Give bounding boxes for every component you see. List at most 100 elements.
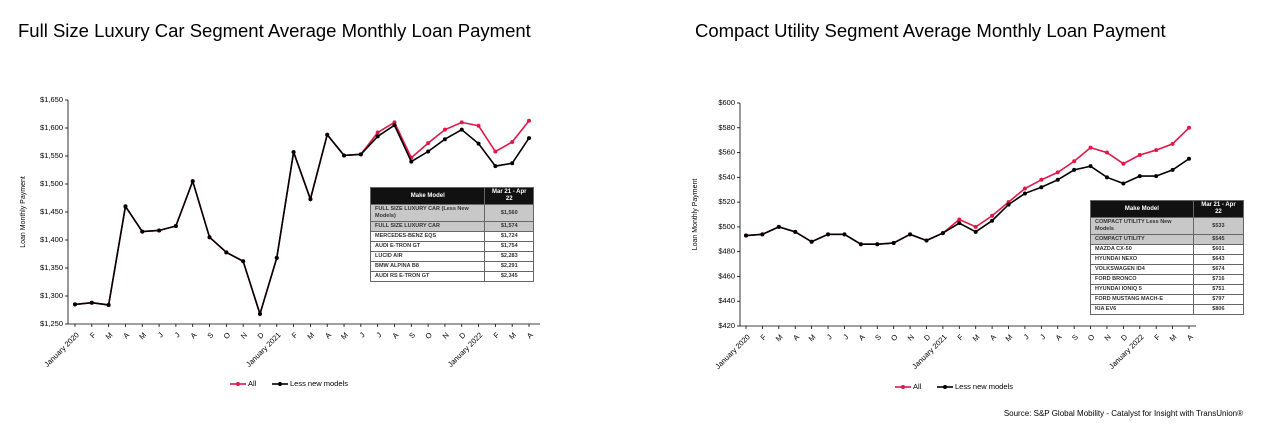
point [409, 159, 414, 164]
header-cell: Mar 21 - Apr 22 [1192, 200, 1245, 218]
point [1154, 148, 1159, 153]
y-tick-label: $420 [718, 321, 735, 330]
summary-table: Make Model Mar 21 - Apr 22 FULL SIZE LUXUR… [369, 187, 534, 282]
y-tick-label: $440 [718, 296, 735, 305]
x-tick-label: F [290, 330, 300, 340]
x-tick-label: J [358, 330, 367, 339]
table-cell: $716 [1192, 274, 1245, 285]
point [140, 229, 145, 234]
point [173, 224, 178, 228]
table-cell: $1,560 [484, 204, 534, 222]
point [476, 123, 481, 128]
table-cell: $674 [1192, 264, 1245, 275]
legend-label: Less new models [955, 382, 1013, 391]
point [224, 250, 229, 255]
x-tick-label: N [239, 330, 249, 340]
point [957, 217, 962, 222]
y-tick-label: $1,650 [40, 95, 63, 104]
y-tick-label: $540 [718, 172, 735, 181]
table-cell: $1,754 [484, 241, 534, 252]
point [973, 229, 978, 234]
legend-label: Less new models [290, 379, 348, 388]
point [1121, 161, 1126, 166]
point [924, 238, 929, 243]
x-tick-label: A [1054, 332, 1064, 342]
table-row: HYUNDAI IONIQ 5 $751 [1090, 284, 1245, 295]
x-tick-label: F [956, 332, 966, 342]
table-cell: BMW ALPINA B8 [369, 261, 486, 272]
legend-marker [278, 382, 282, 386]
table-row: MERCEDES-BENZ EQS $1,724 [369, 231, 534, 242]
point [89, 300, 94, 305]
table-cell: FORD MUSTANG MACH-E [1090, 294, 1194, 305]
y-tick-label: $1,450 [40, 207, 63, 216]
table-row: BMW ALPINA B8 $2,291 [369, 261, 534, 272]
y-axis-title: Loan Monthly Payment [20, 176, 27, 248]
y-tick-label: $480 [718, 247, 735, 256]
header-cell: Mar 21 - Apr 22 [484, 187, 534, 205]
point [1121, 181, 1126, 186]
table-cell: COMPACT UTILITY Less New Models [1090, 217, 1194, 235]
point [1170, 167, 1175, 172]
legend-marker [943, 385, 947, 389]
point [973, 224, 978, 229]
table-row: VOLKSWAGEN ID4 $674 [1090, 264, 1245, 275]
point [1055, 170, 1060, 175]
point [442, 137, 447, 142]
table-cell: $643 [1192, 254, 1245, 265]
x-tick-label: A [988, 332, 998, 342]
x-tick-label: A [390, 330, 400, 340]
point [291, 150, 296, 155]
point [106, 302, 111, 307]
point [1104, 150, 1109, 155]
y-tick-label: $1,250 [40, 319, 63, 328]
x-tick-label: J [825, 332, 834, 341]
x-tick-label: M [807, 332, 818, 343]
point [793, 229, 798, 234]
x-tick-label: M [971, 332, 982, 343]
point [990, 218, 995, 223]
table-row: MAZDA CX-50 $601 [1090, 244, 1245, 255]
table-cell: $797 [1192, 294, 1245, 305]
point [875, 242, 880, 247]
table-row: KIA EV6 $806 [1090, 304, 1245, 315]
x-tick-label: N [1103, 332, 1113, 342]
point [1137, 153, 1142, 158]
point [1039, 177, 1044, 182]
x-tick-label: J [841, 332, 850, 341]
point [1187, 156, 1191, 161]
table-cell: $1,574 [484, 221, 534, 232]
point [392, 120, 397, 125]
x-tick-label: D [1119, 332, 1130, 343]
point [826, 232, 831, 237]
x-tick-label: M [339, 330, 350, 341]
point [1022, 191, 1027, 196]
header-cell: Make Model [369, 187, 486, 205]
point [1072, 159, 1077, 164]
table-row: LUCID AIR $2,283 [369, 251, 534, 262]
chart-title: Full Size Luxury Car Segment Average Mon… [18, 20, 531, 41]
x-tick-label: N [441, 330, 451, 340]
point [908, 232, 913, 237]
y-tick-label: $1,300 [40, 291, 63, 300]
point [1022, 186, 1027, 191]
x-tick-label: J [173, 330, 182, 339]
point [476, 141, 481, 146]
x-tick-label: F [88, 330, 98, 340]
point [527, 136, 531, 141]
point [1104, 175, 1109, 180]
header-cell: Make Model [1090, 200, 1194, 218]
table-cell: HYUNDAI NEXO [1090, 254, 1194, 265]
table-cell: VOLKSWAGEN ID4 [1090, 264, 1194, 275]
point [1170, 141, 1175, 146]
x-tick-label: N [906, 332, 916, 342]
point [375, 134, 380, 139]
x-tick-label: A [323, 330, 333, 340]
table-cell: LUCID AIR [369, 251, 486, 262]
x-tick-label: A [1185, 332, 1195, 342]
x-tick-label: A [857, 332, 867, 342]
point [442, 127, 447, 132]
point [1072, 167, 1077, 172]
point [990, 213, 995, 218]
table-row: COMPACT UTILITY Less New Models $533 [1090, 217, 1245, 235]
